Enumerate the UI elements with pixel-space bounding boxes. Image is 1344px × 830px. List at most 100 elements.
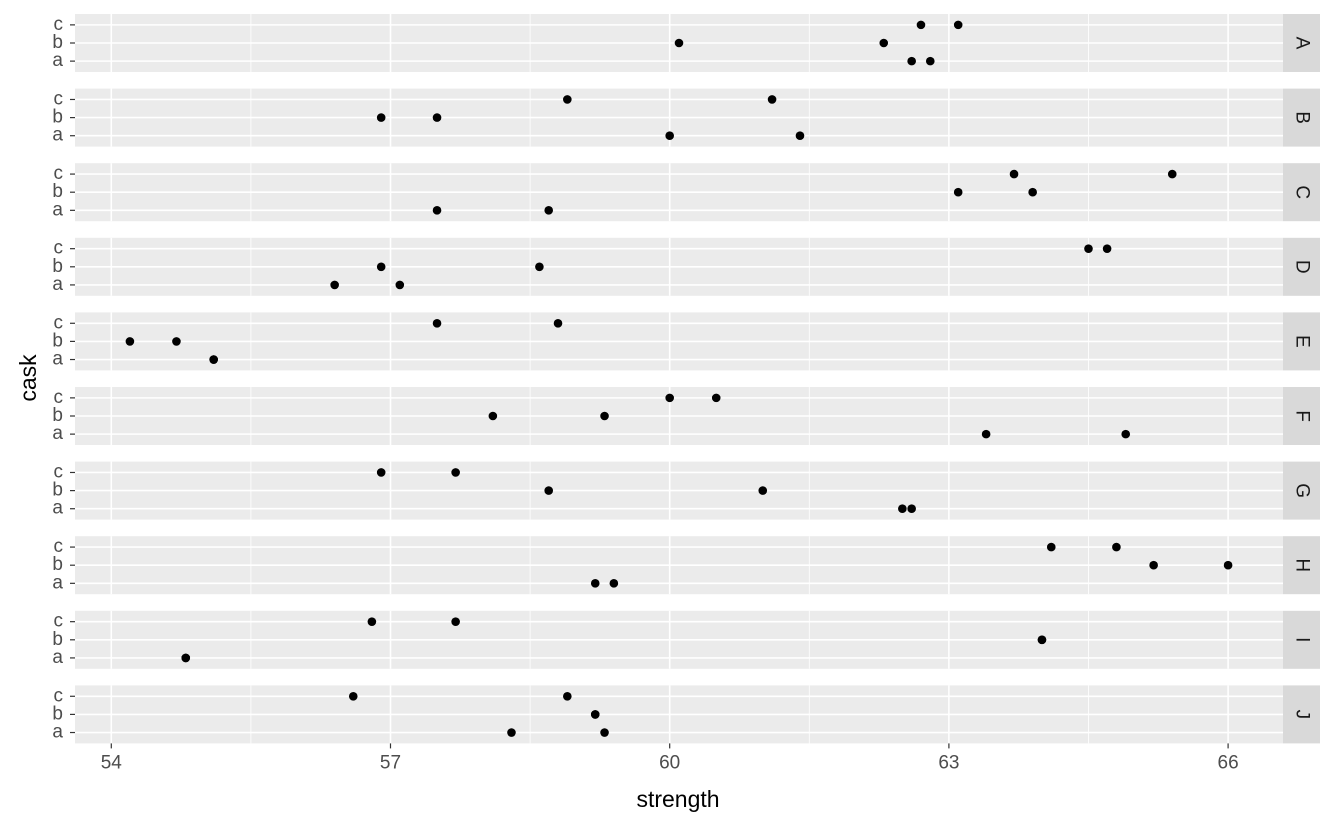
y-tick-label: b bbox=[52, 256, 63, 277]
point bbox=[544, 486, 554, 495]
point bbox=[451, 617, 460, 626]
x-tick-label: 60 bbox=[659, 752, 680, 773]
x-tick-label: 66 bbox=[1218, 752, 1239, 773]
strip-background bbox=[1283, 387, 1320, 445]
x-tick-label: 63 bbox=[938, 752, 959, 773]
y-tick-label: c bbox=[54, 88, 64, 109]
y-tick-label: a bbox=[52, 349, 63, 370]
strip-label: D bbox=[1291, 260, 1312, 274]
y-tick-label: c bbox=[54, 14, 64, 35]
strip-label: B bbox=[1291, 111, 1312, 124]
strip-label: F bbox=[1291, 410, 1312, 422]
y-tick-label: b bbox=[52, 181, 63, 202]
point bbox=[367, 617, 377, 626]
strip-background bbox=[1283, 610, 1320, 669]
point bbox=[665, 131, 674, 141]
point bbox=[553, 318, 563, 328]
point bbox=[1223, 560, 1233, 570]
y-tick-label: c bbox=[54, 611, 64, 632]
strip-background bbox=[1283, 163, 1320, 222]
point bbox=[544, 206, 554, 215]
strip-label: I bbox=[1291, 637, 1312, 642]
strip-label: E bbox=[1291, 335, 1312, 348]
y-tick-label: b bbox=[52, 32, 63, 53]
point bbox=[907, 56, 916, 66]
y-axis-title: cask bbox=[15, 354, 41, 402]
y-tick-label: c bbox=[54, 312, 64, 333]
point bbox=[432, 318, 442, 328]
strip-background bbox=[1283, 312, 1320, 371]
y-tick-label: b bbox=[52, 107, 63, 128]
point bbox=[181, 653, 191, 663]
y-tick-label: c bbox=[54, 238, 64, 259]
point bbox=[879, 38, 889, 48]
point bbox=[1167, 169, 1177, 179]
strip-background bbox=[1283, 536, 1320, 595]
y-tick-label: b bbox=[52, 703, 63, 724]
y-tick-label: a bbox=[52, 647, 63, 668]
point bbox=[376, 468, 386, 477]
point bbox=[898, 504, 907, 514]
y-tick-label: b bbox=[52, 629, 63, 650]
strip-background bbox=[1283, 237, 1320, 296]
point bbox=[1046, 542, 1056, 552]
y-tick-label: a bbox=[52, 274, 63, 295]
y-tick-label: b bbox=[52, 405, 63, 426]
point bbox=[1037, 635, 1047, 645]
point bbox=[432, 113, 442, 122]
point bbox=[925, 56, 935, 66]
y-tick-label: a bbox=[52, 50, 63, 71]
point bbox=[209, 355, 218, 364]
point bbox=[600, 728, 609, 737]
point bbox=[609, 579, 619, 588]
point bbox=[916, 20, 926, 30]
y-tick-label: c bbox=[54, 163, 64, 184]
point bbox=[376, 113, 386, 122]
point bbox=[600, 411, 609, 421]
point bbox=[563, 95, 572, 104]
point bbox=[590, 579, 600, 588]
point bbox=[767, 95, 777, 104]
point bbox=[563, 691, 572, 701]
strip-label: C bbox=[1291, 185, 1312, 199]
y-tick-label: c bbox=[54, 685, 64, 706]
point bbox=[1009, 169, 1019, 179]
point bbox=[758, 486, 768, 495]
point bbox=[432, 206, 442, 215]
y-tick-label: c bbox=[54, 461, 64, 482]
y-tick-label: a bbox=[52, 572, 63, 593]
point bbox=[535, 262, 544, 272]
point bbox=[953, 187, 963, 197]
strip-label: G bbox=[1291, 483, 1312, 498]
strip-label: A bbox=[1291, 37, 1312, 50]
point bbox=[590, 710, 600, 719]
strip-label: H bbox=[1291, 558, 1312, 572]
strip-label: J bbox=[1291, 710, 1312, 720]
y-tick-label: a bbox=[52, 722, 63, 743]
y-tick-label: b bbox=[52, 554, 63, 575]
x-tick-label: 57 bbox=[380, 752, 401, 773]
point bbox=[172, 337, 181, 346]
y-tick-label: a bbox=[52, 125, 63, 146]
point bbox=[330, 280, 339, 290]
strip-background bbox=[1283, 88, 1320, 147]
y-tick-label: b bbox=[52, 330, 63, 351]
point bbox=[488, 411, 498, 421]
point bbox=[665, 393, 674, 403]
point bbox=[1028, 187, 1037, 197]
strip-background bbox=[1283, 685, 1320, 744]
point bbox=[1121, 429, 1131, 439]
y-tick-label: c bbox=[54, 536, 64, 557]
point bbox=[1149, 560, 1158, 570]
point bbox=[1084, 244, 1093, 253]
point bbox=[907, 504, 916, 514]
point bbox=[795, 131, 805, 141]
point bbox=[395, 280, 405, 290]
point bbox=[981, 429, 991, 439]
point bbox=[507, 728, 516, 737]
point bbox=[451, 468, 460, 477]
point bbox=[1102, 244, 1112, 253]
point bbox=[953, 20, 963, 30]
point bbox=[711, 393, 721, 403]
